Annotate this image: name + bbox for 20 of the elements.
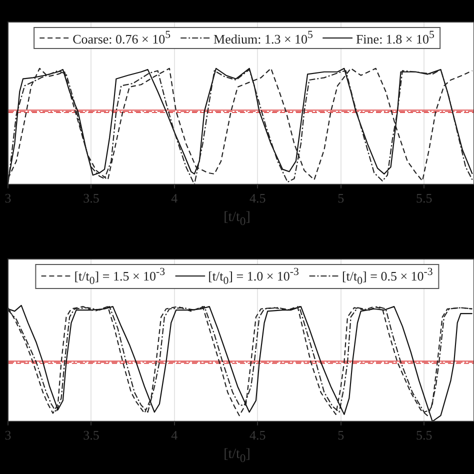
x-tick-label: 4.5: [250, 428, 266, 443]
legend-label: Coarse: 0.76 × 10$^{5}$: [72, 29, 171, 48]
legend-label: [t/t$_{0}$] = 1.0 × 10$^{-3}$: [208, 266, 299, 287]
x-axis-title: [t/t$_{0}$]: [222, 447, 252, 465]
legend-label: Fine: 1.8 × 10$^{5}$: [356, 29, 434, 48]
x-tick-label: 5: [338, 190, 344, 206]
x-tick-label: 3: [4, 428, 12, 443]
legend-label: Medium: 1.3 × 10$^{5}$: [214, 29, 313, 48]
x-tick-label: 5.5: [416, 190, 432, 206]
x-tick-label: 5: [338, 428, 344, 443]
x-tick-label: 4: [171, 190, 178, 206]
x-tick-label: 4: [171, 428, 178, 443]
x-tick-label: 4.5: [250, 190, 266, 206]
x-tick-label: 5.5: [416, 428, 432, 443]
x-tick-label: 3: [4, 190, 12, 206]
legend-label: [t/t$_{0}$] = 1.5 × 10$^{-3}$: [74, 266, 166, 287]
x-axis-title: [t/t$_{0}$]: [222, 210, 252, 228]
x-tick-label: 3.5: [83, 190, 100, 206]
x-tick-label: 3.5: [83, 428, 100, 443]
legend-label: [t/t$_{0}$] = 0.5 × 10$^{-3}$: [342, 266, 433, 287]
